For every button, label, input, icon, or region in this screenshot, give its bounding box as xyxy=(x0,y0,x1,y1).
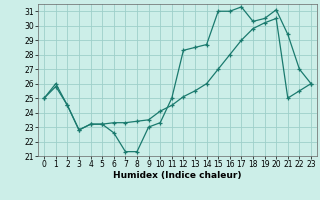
X-axis label: Humidex (Indice chaleur): Humidex (Indice chaleur) xyxy=(113,171,242,180)
